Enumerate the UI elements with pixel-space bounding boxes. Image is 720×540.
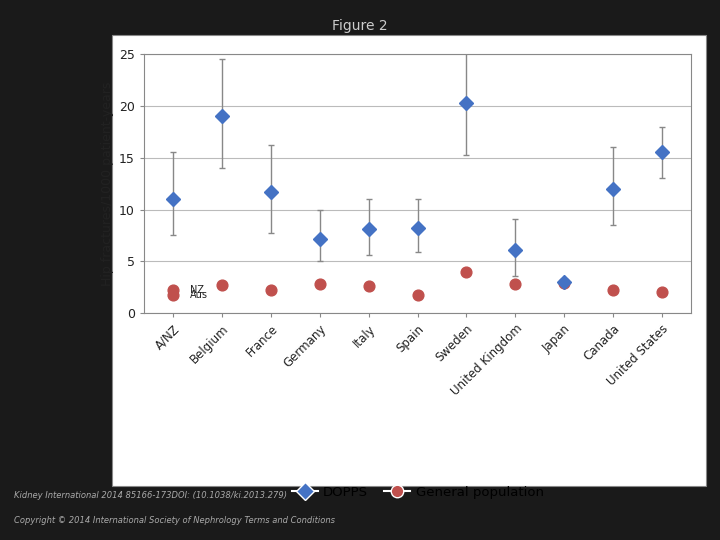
General population bbox=[168, 286, 179, 295]
General population bbox=[217, 281, 228, 289]
Point bbox=[168, 290, 179, 299]
Legend: DOPPS, General population: DOPPS, General population bbox=[287, 481, 549, 504]
General population bbox=[656, 288, 667, 297]
General population bbox=[607, 286, 618, 295]
General population bbox=[510, 280, 521, 288]
General population bbox=[559, 279, 570, 287]
Text: NZ: NZ bbox=[190, 285, 204, 295]
Text: Kidney International 2014 85166-173DOI: (10.1038/ki.2013.279): Kidney International 2014 85166-173DOI: … bbox=[14, 490, 287, 500]
Text: Figure 2: Figure 2 bbox=[332, 19, 388, 33]
General population bbox=[314, 280, 325, 288]
General population bbox=[265, 286, 276, 295]
Text: Copyright © 2014 International Society of Nephrology Terms and Conditions: Copyright © 2014 International Society o… bbox=[14, 516, 336, 525]
General population bbox=[412, 290, 423, 299]
General population bbox=[363, 282, 374, 291]
Text: Aus: Aus bbox=[190, 290, 208, 300]
General population bbox=[461, 267, 472, 276]
Y-axis label: Hip fractures/1000 patient-years: Hip fractures/1000 patient-years bbox=[101, 82, 114, 286]
